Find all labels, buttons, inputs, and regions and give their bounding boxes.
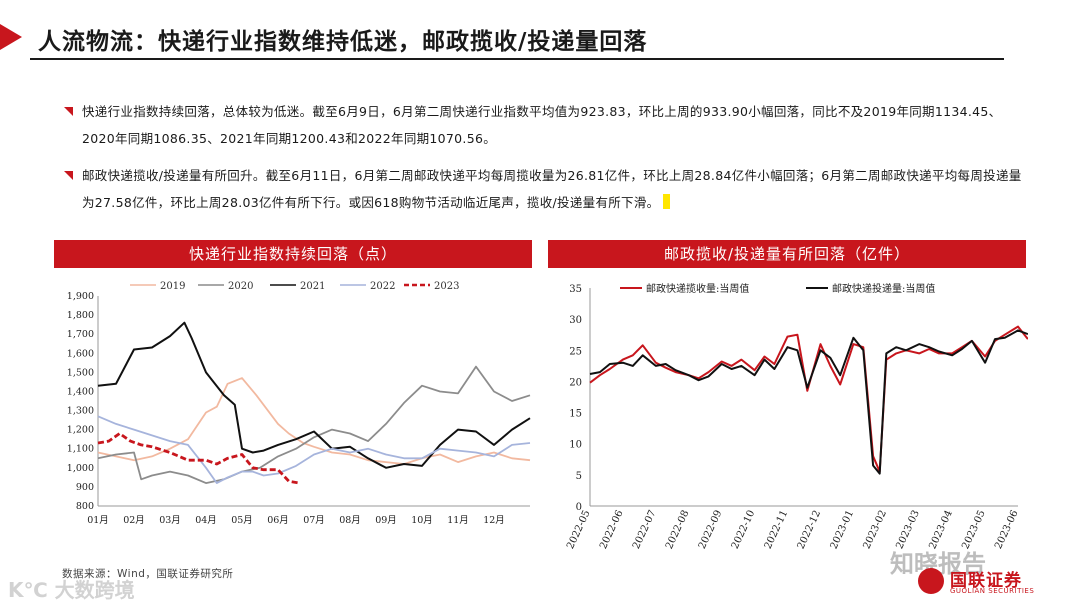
x-tick-label: 2023-02 (861, 509, 889, 551)
x-tick-label: 07月 (303, 515, 325, 526)
x-tick-label: 12月 (483, 515, 505, 526)
bullet-paragraph-2: 邮政快递揽收/投递量有所回升。截至6月11日，6月第二周邮政快递平均每周揽收量为… (64, 162, 1026, 216)
series-line-delivery (589, 329, 1028, 475)
x-tick-label: 09月 (375, 515, 397, 526)
x-tick-label: 11月 (447, 515, 469, 526)
y-tick-label: 1,500 (67, 367, 94, 378)
postal-volume-chart: 邮政快递揽收量:当周值 邮政快递投递量:当周值 0 5 10 15 20 25 30 35 2022… (565, 282, 1028, 551)
legend-label-2020: 2020 (228, 281, 253, 292)
bullet-triangle-icon (64, 171, 73, 180)
y-tick-label: 35 (569, 284, 582, 295)
y-tick-label: 20 (569, 377, 582, 388)
y-tick-label: 1,000 (67, 463, 94, 474)
x-tick-label: 04月 (195, 515, 217, 526)
x-tick-label: 2022-11 (763, 509, 791, 551)
bullet-triangle-icon (64, 107, 73, 116)
data-source-note: 数据来源：Wind，国联证券研究所 (62, 568, 234, 580)
series-line-2021 (97, 321, 531, 469)
legend-label-2019: 2019 (160, 281, 185, 292)
x-tick-label: 03月 (159, 515, 181, 526)
legend-label-2022: 2022 (370, 281, 395, 292)
series-line-2020 (97, 365, 531, 485)
y-tick-label: 15 (569, 409, 582, 420)
x-tick-label: 2022-05 (565, 509, 593, 551)
y-tick-label: 0 (576, 502, 582, 513)
y-tick-label: 1,100 (67, 444, 94, 455)
legend-label-delivery: 邮政快递投递量:当周值 (832, 282, 935, 295)
x-tick-label: 2022-06 (598, 509, 626, 551)
title-triangle-icon (0, 24, 22, 50)
bullet-text-2: 邮政快递揽收/投递量有所回升。截至6月11日，6月第二周邮政快递平均每周揽收量为… (66, 162, 1026, 216)
y-tick-label: 1,400 (67, 386, 94, 397)
y-tick-label: 1,300 (67, 406, 94, 417)
legend-label-collection: 邮政快递揽收量:当周值 (646, 282, 749, 295)
y-tick-label: 1,600 (67, 348, 94, 359)
bullet-text-1: 快递行业指数持续回落，总体较为低迷。截至6月9日，6月第二周快递行业指数平均值为… (82, 104, 1002, 146)
legend-label-2023: 2023 (434, 281, 459, 292)
y-tick-label: 30 (569, 315, 582, 326)
x-tick-label: 2022-07 (631, 509, 659, 551)
bullet-text-2-content: 邮政快递揽收/投递量有所回升。截至6月11日，6月第二周邮政快递平均每周揽收量为… (82, 168, 1022, 210)
logo-name: 国联证券 (950, 571, 1022, 591)
x-tick-label: 2022-10 (730, 509, 758, 551)
y-tick-label: 1,200 (67, 425, 94, 436)
x-tick-label: 05月 (231, 515, 253, 526)
x-tick-label: 02月 (123, 515, 145, 526)
title-bar: 人流物流：快递行业指数维持低迷，邮政揽收/投递量回落 (0, 14, 1080, 60)
page-title: 人流物流：快递行业指数维持低迷，邮政揽收/投递量回落 (38, 29, 648, 55)
series-line-2022 (97, 415, 531, 485)
y-tick-label: 5 (576, 471, 582, 482)
chart-right-title: 邮政揽收/投递量有所回落（亿件） (548, 240, 1026, 268)
y-tick-label: 25 (569, 346, 582, 357)
x-tick-label: 01月 (87, 515, 109, 526)
text-cursor-highlight (663, 194, 671, 209)
logo-badge-icon (918, 568, 944, 594)
x-tick-label: 2023-06 (993, 509, 1021, 551)
x-tick-label: 2022-08 (664, 509, 692, 551)
x-tick-label: 06月 (267, 515, 289, 526)
y-tick-label: 1,900 (67, 291, 94, 302)
y-tick-label: 1,800 (67, 310, 94, 321)
y-tick-label: 900 (76, 482, 94, 493)
chart-left-title: 快递行业指数持续回落（点） (54, 240, 532, 268)
x-tick-label: 2022-12 (796, 509, 824, 551)
logo-english: GUOLIAN SECURITIES (950, 587, 1035, 595)
x-tick-label: 2022-09 (697, 509, 725, 551)
company-logo: 国联证券 GUOLIAN SECURITIES (918, 566, 1048, 600)
series-line-2019 (97, 377, 531, 465)
series-line-2023 (97, 432, 300, 485)
watermark-left: K℃ 大数跨境 (8, 578, 135, 602)
y-tick-label: 1,700 (67, 329, 94, 340)
title-divider (30, 58, 1004, 60)
x-tick-label: 10月 (411, 515, 433, 526)
legend-label-2021: 2021 (300, 281, 325, 292)
y-tick-label: 800 (76, 501, 94, 512)
x-tick-label: 08月 (339, 515, 361, 526)
bullet-paragraph-1: 快递行业指数持续回落，总体较为低迷。截至6月9日，6月第二周快递行业指数平均值为… (64, 98, 1026, 152)
express-index-chart: 2019 2020 2021 2022 2023 800 900 1,000 1,100 1,20… (67, 281, 531, 526)
y-tick-label: 10 (569, 440, 582, 451)
x-tick-label: 2023-01 (829, 509, 857, 551)
